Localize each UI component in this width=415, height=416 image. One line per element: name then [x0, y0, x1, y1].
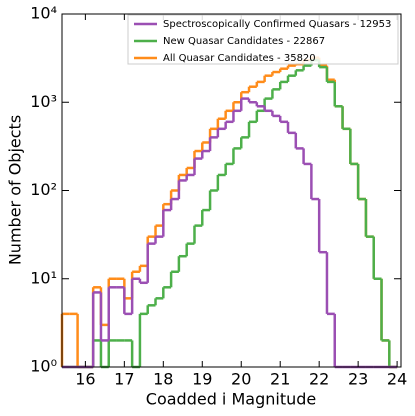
y-tick-label: 10¹: [30, 268, 57, 287]
plot-frame: [61, 13, 402, 368]
series-steps: [62, 97, 398, 369]
series-steps: [62, 58, 398, 369]
x-tick-label: 24: [387, 370, 407, 389]
legend-label: Spectroscopically Confirmed Quasars - 12…: [163, 19, 391, 30]
y-axis-label: Number of Objects: [6, 115, 25, 265]
legend-label: New Quasar Candidates - 22867: [163, 36, 325, 47]
x-tick-label: 16: [75, 370, 95, 389]
x-tick-label: 20: [231, 370, 251, 389]
x-axis-label: Coadded i Magnitude: [146, 390, 316, 409]
x-tick-label: 19: [192, 370, 212, 389]
y-tick-label: 10³: [30, 92, 57, 111]
legend: Spectroscopically Confirmed Quasars - 12…: [127, 14, 399, 65]
x-tick-label: 22: [309, 370, 329, 389]
y-tick-label: 10⁰: [30, 357, 57, 376]
legend-label: All Quasar Candidates - 35820: [163, 53, 316, 64]
x-tick-label: 18: [153, 370, 173, 389]
x-tick-label: 17: [114, 370, 134, 389]
x-tick-label: 23: [348, 370, 368, 389]
x-tick-label: 21: [270, 370, 290, 389]
series-steps: [60, 56, 398, 369]
y-tick-label: 10²: [30, 180, 57, 199]
legend-box: [127, 14, 399, 65]
y-tick-label: 10⁴: [30, 4, 57, 23]
